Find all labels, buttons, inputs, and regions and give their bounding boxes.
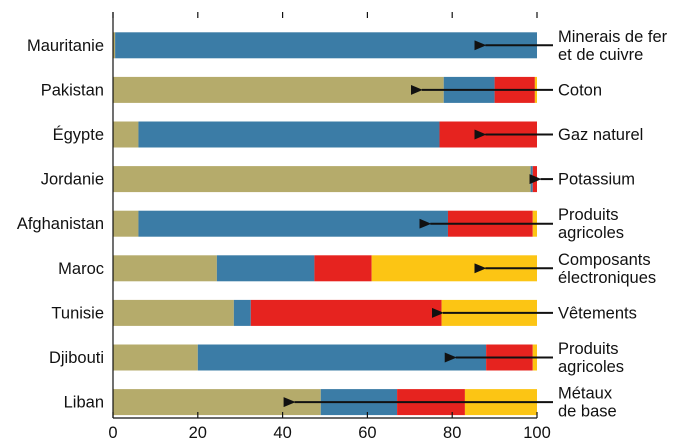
annotations: Minerais de fer et de cuivre Coton Gaz natu… bbox=[283, 28, 668, 421]
bar-segment bbox=[113, 32, 116, 59]
bar-segment bbox=[138, 210, 448, 237]
x-tick-label: 100 bbox=[523, 424, 551, 440]
bar-segment bbox=[233, 299, 251, 326]
bar-segment bbox=[530, 166, 533, 193]
bar-segment bbox=[113, 166, 531, 193]
category-label: Tunisie bbox=[51, 304, 104, 322]
x-tick-label: 20 bbox=[189, 424, 207, 440]
bar-segment bbox=[532, 166, 537, 193]
category-label: Jordanie bbox=[41, 171, 104, 189]
x-tick-label: 60 bbox=[358, 424, 376, 440]
bar-segment bbox=[250, 299, 442, 326]
annotation-label: Gaz naturel bbox=[558, 126, 643, 144]
bar-segment bbox=[138, 121, 440, 148]
x-tick-label: 80 bbox=[443, 424, 461, 440]
x-axis: 0 20 40 60 80 100 bbox=[108, 12, 551, 440]
category-label: Égypte bbox=[53, 125, 104, 144]
bar-segment bbox=[113, 121, 139, 148]
bar-segment bbox=[113, 344, 198, 371]
bar-segment bbox=[314, 255, 372, 282]
annotation-label: Produits agricoles bbox=[558, 206, 624, 242]
annotation-label: Métaux de base bbox=[558, 385, 617, 421]
bar-segment bbox=[197, 344, 487, 371]
category-label: Liban bbox=[64, 394, 104, 412]
bar-segment bbox=[113, 210, 139, 237]
bar-segment bbox=[115, 32, 538, 59]
category-label: Pakistan bbox=[41, 81, 104, 99]
bars-group bbox=[113, 32, 538, 416]
category-label: Mauritanie bbox=[27, 37, 104, 55]
annotation-label: Coton bbox=[558, 81, 602, 99]
category-label: Djibouti bbox=[49, 349, 104, 367]
bar-segment bbox=[113, 389, 321, 416]
x-tick-label: 0 bbox=[108, 424, 117, 440]
bar-segment bbox=[113, 255, 217, 282]
category-label: Maroc bbox=[58, 260, 104, 278]
annotation-label: Composants électroniques bbox=[558, 251, 656, 287]
annotation-label: Vêtements bbox=[558, 304, 637, 322]
annotation-label: Produits agricoles bbox=[558, 340, 624, 376]
annotation-label: Potassium bbox=[558, 171, 635, 189]
category-labels: Mauritanie Pakistan Égypte Jordanie Afghanis… bbox=[17, 37, 104, 412]
bar-segment bbox=[216, 255, 315, 282]
annotation-label: Minerais de fer et de cuivre bbox=[558, 28, 668, 64]
category-label: Afghanistan bbox=[17, 215, 104, 233]
x-tick-label: 40 bbox=[273, 424, 291, 440]
bar-segment bbox=[113, 76, 444, 103]
bar-segment bbox=[113, 299, 234, 326]
